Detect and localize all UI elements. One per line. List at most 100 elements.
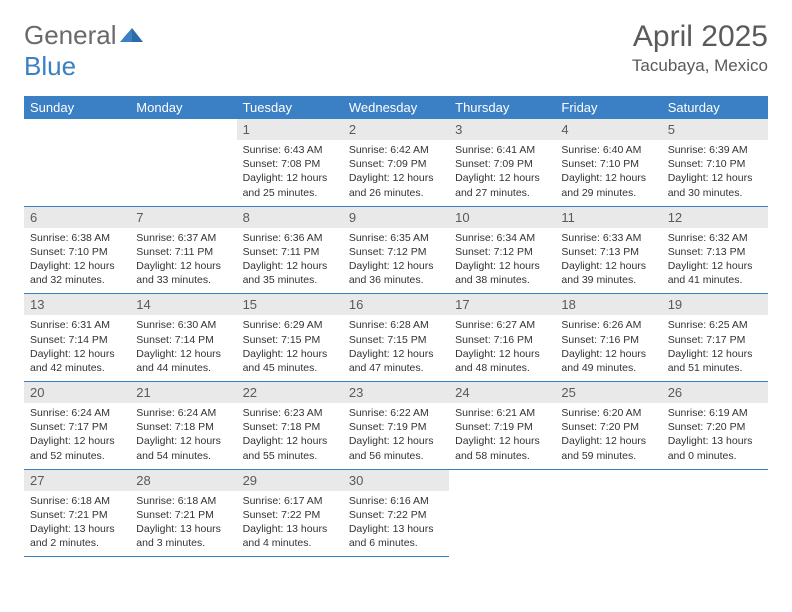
day-text: Sunrise: 6:23 AMSunset: 7:18 PMDaylight:… bbox=[237, 403, 343, 469]
day-cell: 9Sunrise: 6:35 AMSunset: 7:12 PMDaylight… bbox=[343, 206, 449, 294]
day-cell: 16Sunrise: 6:28 AMSunset: 7:15 PMDayligh… bbox=[343, 294, 449, 382]
day-text: Sunrise: 6:27 AMSunset: 7:16 PMDaylight:… bbox=[449, 315, 555, 381]
day-number: 1 bbox=[237, 119, 343, 140]
day-number: 11 bbox=[555, 207, 661, 228]
day-number: 24 bbox=[449, 382, 555, 403]
day-cell: 25Sunrise: 6:20 AMSunset: 7:20 PMDayligh… bbox=[555, 382, 661, 470]
day-cell: 18Sunrise: 6:26 AMSunset: 7:16 PMDayligh… bbox=[555, 294, 661, 382]
empty-cell bbox=[24, 119, 130, 206]
day-text: Sunrise: 6:18 AMSunset: 7:21 PMDaylight:… bbox=[130, 491, 236, 557]
day-text: Sunrise: 6:29 AMSunset: 7:15 PMDaylight:… bbox=[237, 315, 343, 381]
day-number: 27 bbox=[24, 470, 130, 491]
day-cell: 1Sunrise: 6:43 AMSunset: 7:08 PMDaylight… bbox=[237, 119, 343, 206]
weekday-header: Saturday bbox=[662, 96, 768, 119]
day-text: Sunrise: 6:21 AMSunset: 7:19 PMDaylight:… bbox=[449, 403, 555, 469]
day-number: 18 bbox=[555, 294, 661, 315]
day-cell: 19Sunrise: 6:25 AMSunset: 7:17 PMDayligh… bbox=[662, 294, 768, 382]
day-number: 22 bbox=[237, 382, 343, 403]
day-cell: 12Sunrise: 6:32 AMSunset: 7:13 PMDayligh… bbox=[662, 206, 768, 294]
day-cell: 28Sunrise: 6:18 AMSunset: 7:21 PMDayligh… bbox=[130, 469, 236, 557]
day-text: Sunrise: 6:34 AMSunset: 7:12 PMDaylight:… bbox=[449, 228, 555, 294]
weekday-header: Sunday bbox=[24, 96, 130, 119]
day-cell: 17Sunrise: 6:27 AMSunset: 7:16 PMDayligh… bbox=[449, 294, 555, 382]
day-number: 16 bbox=[343, 294, 449, 315]
day-text: Sunrise: 6:32 AMSunset: 7:13 PMDaylight:… bbox=[662, 228, 768, 294]
day-number: 28 bbox=[130, 470, 236, 491]
day-number: 7 bbox=[130, 207, 236, 228]
day-number: 8 bbox=[237, 207, 343, 228]
empty-cell bbox=[555, 469, 661, 557]
day-number: 15 bbox=[237, 294, 343, 315]
day-text: Sunrise: 6:30 AMSunset: 7:14 PMDaylight:… bbox=[130, 315, 236, 381]
day-cell: 30Sunrise: 6:16 AMSunset: 7:22 PMDayligh… bbox=[343, 469, 449, 557]
day-text: Sunrise: 6:36 AMSunset: 7:11 PMDaylight:… bbox=[237, 228, 343, 294]
day-number: 20 bbox=[24, 382, 130, 403]
day-cell: 7Sunrise: 6:37 AMSunset: 7:11 PMDaylight… bbox=[130, 206, 236, 294]
day-cell: 2Sunrise: 6:42 AMSunset: 7:09 PMDaylight… bbox=[343, 119, 449, 206]
day-text: Sunrise: 6:42 AMSunset: 7:09 PMDaylight:… bbox=[343, 140, 449, 206]
logo-text-general: General bbox=[24, 20, 117, 50]
day-text: Sunrise: 6:28 AMSunset: 7:15 PMDaylight:… bbox=[343, 315, 449, 381]
location: Tacubaya, Mexico bbox=[632, 56, 768, 76]
day-cell: 14Sunrise: 6:30 AMSunset: 7:14 PMDayligh… bbox=[130, 294, 236, 382]
day-cell: 20Sunrise: 6:24 AMSunset: 7:17 PMDayligh… bbox=[24, 382, 130, 470]
day-text: Sunrise: 6:37 AMSunset: 7:11 PMDaylight:… bbox=[130, 228, 236, 294]
day-cell: 11Sunrise: 6:33 AMSunset: 7:13 PMDayligh… bbox=[555, 206, 661, 294]
day-cell: 24Sunrise: 6:21 AMSunset: 7:19 PMDayligh… bbox=[449, 382, 555, 470]
day-text: Sunrise: 6:38 AMSunset: 7:10 PMDaylight:… bbox=[24, 228, 130, 294]
day-text: Sunrise: 6:24 AMSunset: 7:18 PMDaylight:… bbox=[130, 403, 236, 469]
day-text: Sunrise: 6:17 AMSunset: 7:22 PMDaylight:… bbox=[237, 491, 343, 557]
day-text: Sunrise: 6:25 AMSunset: 7:17 PMDaylight:… bbox=[662, 315, 768, 381]
day-text: Sunrise: 6:43 AMSunset: 7:08 PMDaylight:… bbox=[237, 140, 343, 206]
day-number: 25 bbox=[555, 382, 661, 403]
day-number: 4 bbox=[555, 119, 661, 140]
day-number: 30 bbox=[343, 470, 449, 491]
day-cell: 21Sunrise: 6:24 AMSunset: 7:18 PMDayligh… bbox=[130, 382, 236, 470]
logo-text: General Blue bbox=[24, 20, 145, 82]
day-text: Sunrise: 6:20 AMSunset: 7:20 PMDaylight:… bbox=[555, 403, 661, 469]
month-title: April 2025 bbox=[632, 20, 768, 54]
weekday-header: Friday bbox=[555, 96, 661, 119]
day-text: Sunrise: 6:24 AMSunset: 7:17 PMDaylight:… bbox=[24, 403, 130, 469]
day-cell: 22Sunrise: 6:23 AMSunset: 7:18 PMDayligh… bbox=[237, 382, 343, 470]
day-text: Sunrise: 6:26 AMSunset: 7:16 PMDaylight:… bbox=[555, 315, 661, 381]
day-number: 10 bbox=[449, 207, 555, 228]
day-text: Sunrise: 6:40 AMSunset: 7:10 PMDaylight:… bbox=[555, 140, 661, 206]
day-number: 9 bbox=[343, 207, 449, 228]
empty-cell bbox=[662, 469, 768, 557]
day-number: 17 bbox=[449, 294, 555, 315]
day-number: 12 bbox=[662, 207, 768, 228]
day-cell: 29Sunrise: 6:17 AMSunset: 7:22 PMDayligh… bbox=[237, 469, 343, 557]
weekday-header: Tuesday bbox=[237, 96, 343, 119]
day-number: 13 bbox=[24, 294, 130, 315]
calendar-header-row: SundayMondayTuesdayWednesdayThursdayFrid… bbox=[24, 96, 768, 119]
day-text: Sunrise: 6:22 AMSunset: 7:19 PMDaylight:… bbox=[343, 403, 449, 469]
empty-cell bbox=[130, 119, 236, 206]
calendar-table: SundayMondayTuesdayWednesdayThursdayFrid… bbox=[24, 96, 768, 557]
day-text: Sunrise: 6:31 AMSunset: 7:14 PMDaylight:… bbox=[24, 315, 130, 381]
day-text: Sunrise: 6:18 AMSunset: 7:21 PMDaylight:… bbox=[24, 491, 130, 557]
day-number: 21 bbox=[130, 382, 236, 403]
day-cell: 15Sunrise: 6:29 AMSunset: 7:15 PMDayligh… bbox=[237, 294, 343, 382]
day-number: 14 bbox=[130, 294, 236, 315]
day-cell: 4Sunrise: 6:40 AMSunset: 7:10 PMDaylight… bbox=[555, 119, 661, 206]
day-cell: 5Sunrise: 6:39 AMSunset: 7:10 PMDaylight… bbox=[662, 119, 768, 206]
day-number: 29 bbox=[237, 470, 343, 491]
logo: General Blue bbox=[24, 20, 145, 82]
day-text: Sunrise: 6:35 AMSunset: 7:12 PMDaylight:… bbox=[343, 228, 449, 294]
logo-mark-icon bbox=[119, 20, 145, 40]
day-cell: 26Sunrise: 6:19 AMSunset: 7:20 PMDayligh… bbox=[662, 382, 768, 470]
day-cell: 27Sunrise: 6:18 AMSunset: 7:21 PMDayligh… bbox=[24, 469, 130, 557]
logo-text-blue: Blue bbox=[24, 51, 76, 81]
weekday-header: Thursday bbox=[449, 96, 555, 119]
title-block: April 2025 Tacubaya, Mexico bbox=[632, 20, 768, 76]
day-number: 2 bbox=[343, 119, 449, 140]
weekday-header: Wednesday bbox=[343, 96, 449, 119]
header: General Blue April 2025 Tacubaya, Mexico bbox=[24, 20, 768, 82]
day-number: 26 bbox=[662, 382, 768, 403]
day-text: Sunrise: 6:19 AMSunset: 7:20 PMDaylight:… bbox=[662, 403, 768, 469]
empty-cell bbox=[449, 469, 555, 557]
day-text: Sunrise: 6:33 AMSunset: 7:13 PMDaylight:… bbox=[555, 228, 661, 294]
day-number: 6 bbox=[24, 207, 130, 228]
day-cell: 13Sunrise: 6:31 AMSunset: 7:14 PMDayligh… bbox=[24, 294, 130, 382]
